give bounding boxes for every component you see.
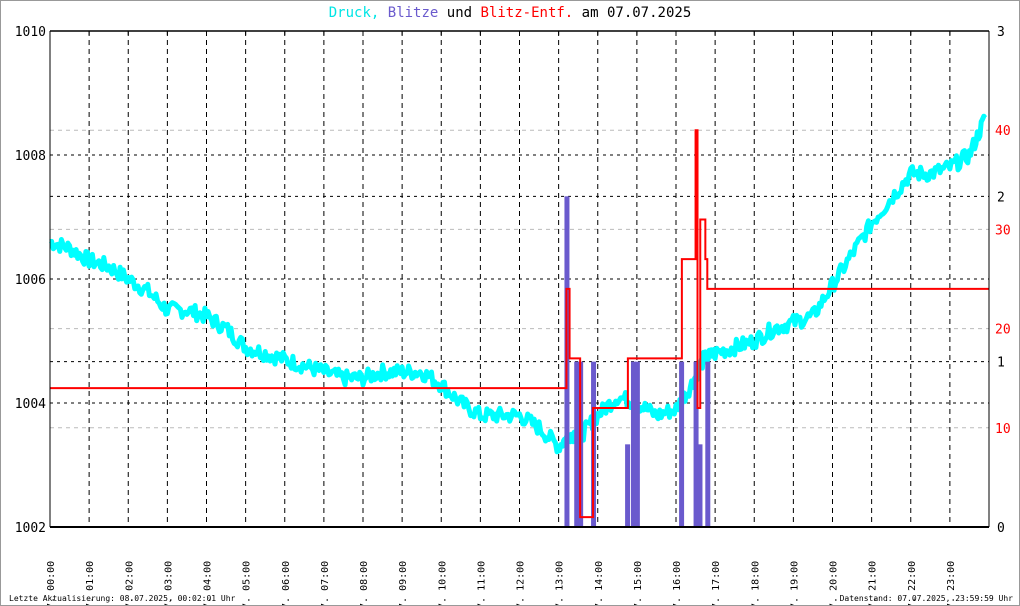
x-axis-tick-label: 07. 04:00 bbox=[203, 561, 214, 605]
x-axis-tick-label: 07. 01:00 bbox=[85, 561, 96, 605]
x-axis-tick-label: 07. 03:00 bbox=[163, 561, 174, 605]
title-distance: Blitz-Entf. bbox=[480, 5, 574, 21]
x-axis-tick-label: 07. 20:00 bbox=[829, 561, 840, 605]
right-axis-distance-tick: 20 bbox=[995, 323, 1011, 338]
lightning-bar bbox=[679, 361, 685, 527]
x-axis-tick-label: 07. 16:00 bbox=[672, 561, 683, 605]
x-axis-tick-label: 07. 14:00 bbox=[594, 561, 605, 605]
right-axis-distance-tick: 40 bbox=[995, 124, 1011, 139]
left-axis-tick: 1004 bbox=[15, 397, 46, 412]
right-axis-distance-tick: 10 bbox=[995, 422, 1011, 437]
x-axis-tick-label: 07. 00:00 bbox=[46, 561, 57, 605]
title-lightning: Blitze bbox=[387, 5, 439, 21]
x-axis-tick-label: 07. 05:00 bbox=[242, 561, 253, 605]
distance-step-line bbox=[50, 129, 989, 519]
x-axis-tick-label: 07. 02:00 bbox=[124, 561, 135, 605]
x-axis-tick-label: 07. 09:00 bbox=[398, 561, 409, 605]
chart-title: Druck, Blitze und Blitz-Entf. am 07.07.2… bbox=[1, 5, 1019, 21]
x-axis-tick-label: 07. 23:00 bbox=[946, 561, 957, 605]
left-axis-tick: 1002 bbox=[15, 521, 46, 536]
footer-last-update: Letzte Aktualisierung: 08.07.2025, 00:02… bbox=[9, 594, 236, 603]
x-axis-tick-label: 07. 13:00 bbox=[555, 561, 566, 605]
lightning-bar bbox=[693, 361, 699, 527]
right-axis-count-tick: 2 bbox=[997, 190, 1005, 205]
x-axis-tick-label: 07. 19:00 bbox=[789, 561, 800, 605]
x-axis-tick-label: 07. 21:00 bbox=[868, 561, 879, 605]
left-axis-tick: 1008 bbox=[15, 149, 46, 164]
x-axis-tick-label: 07. 22:00 bbox=[907, 561, 918, 605]
x-axis-tick-label: 07. 10:00 bbox=[437, 561, 448, 605]
x-axis-tick-label: 07. 17:00 bbox=[711, 561, 722, 605]
left-axis-tick: 1006 bbox=[15, 273, 46, 288]
title-and: und bbox=[446, 5, 473, 21]
right-axis-count-tick: 3 bbox=[997, 25, 1005, 40]
x-axis-tick-label: 07. 08:00 bbox=[359, 561, 370, 605]
right-axis-count-tick: 1 bbox=[997, 356, 1005, 371]
lightning-bar bbox=[630, 361, 636, 527]
right-axis-distance-tick: 30 bbox=[995, 223, 1011, 238]
x-axis-tick-label: 07. 15:00 bbox=[633, 561, 644, 605]
x-axis-tick-label: 07. 11:00 bbox=[476, 561, 487, 605]
title-date: am 07.07.2025 bbox=[581, 5, 692, 21]
pressure-line bbox=[49, 113, 988, 455]
lightning-bar bbox=[625, 444, 631, 527]
x-axis-tick-label: 07. 18:00 bbox=[750, 561, 761, 605]
lightning-bar bbox=[634, 361, 640, 527]
left-axis-tick: 1010 bbox=[15, 25, 46, 40]
footer-data-status: Datenstand: 07.07.2025, 23:59:59 Uhr bbox=[839, 594, 1013, 603]
lightning-bar bbox=[705, 361, 711, 527]
lightning-bar bbox=[574, 361, 580, 527]
title-pressure: Druck, bbox=[328, 5, 380, 21]
right-axis-count-tick: 0 bbox=[997, 521, 1005, 536]
x-axis-tick-label: 07. 12:00 bbox=[516, 561, 527, 605]
x-axis-tick-label: 07. 07:00 bbox=[320, 561, 331, 605]
x-axis-tick-label: 07. 06:00 bbox=[281, 561, 292, 605]
lightning-bar bbox=[697, 444, 703, 527]
